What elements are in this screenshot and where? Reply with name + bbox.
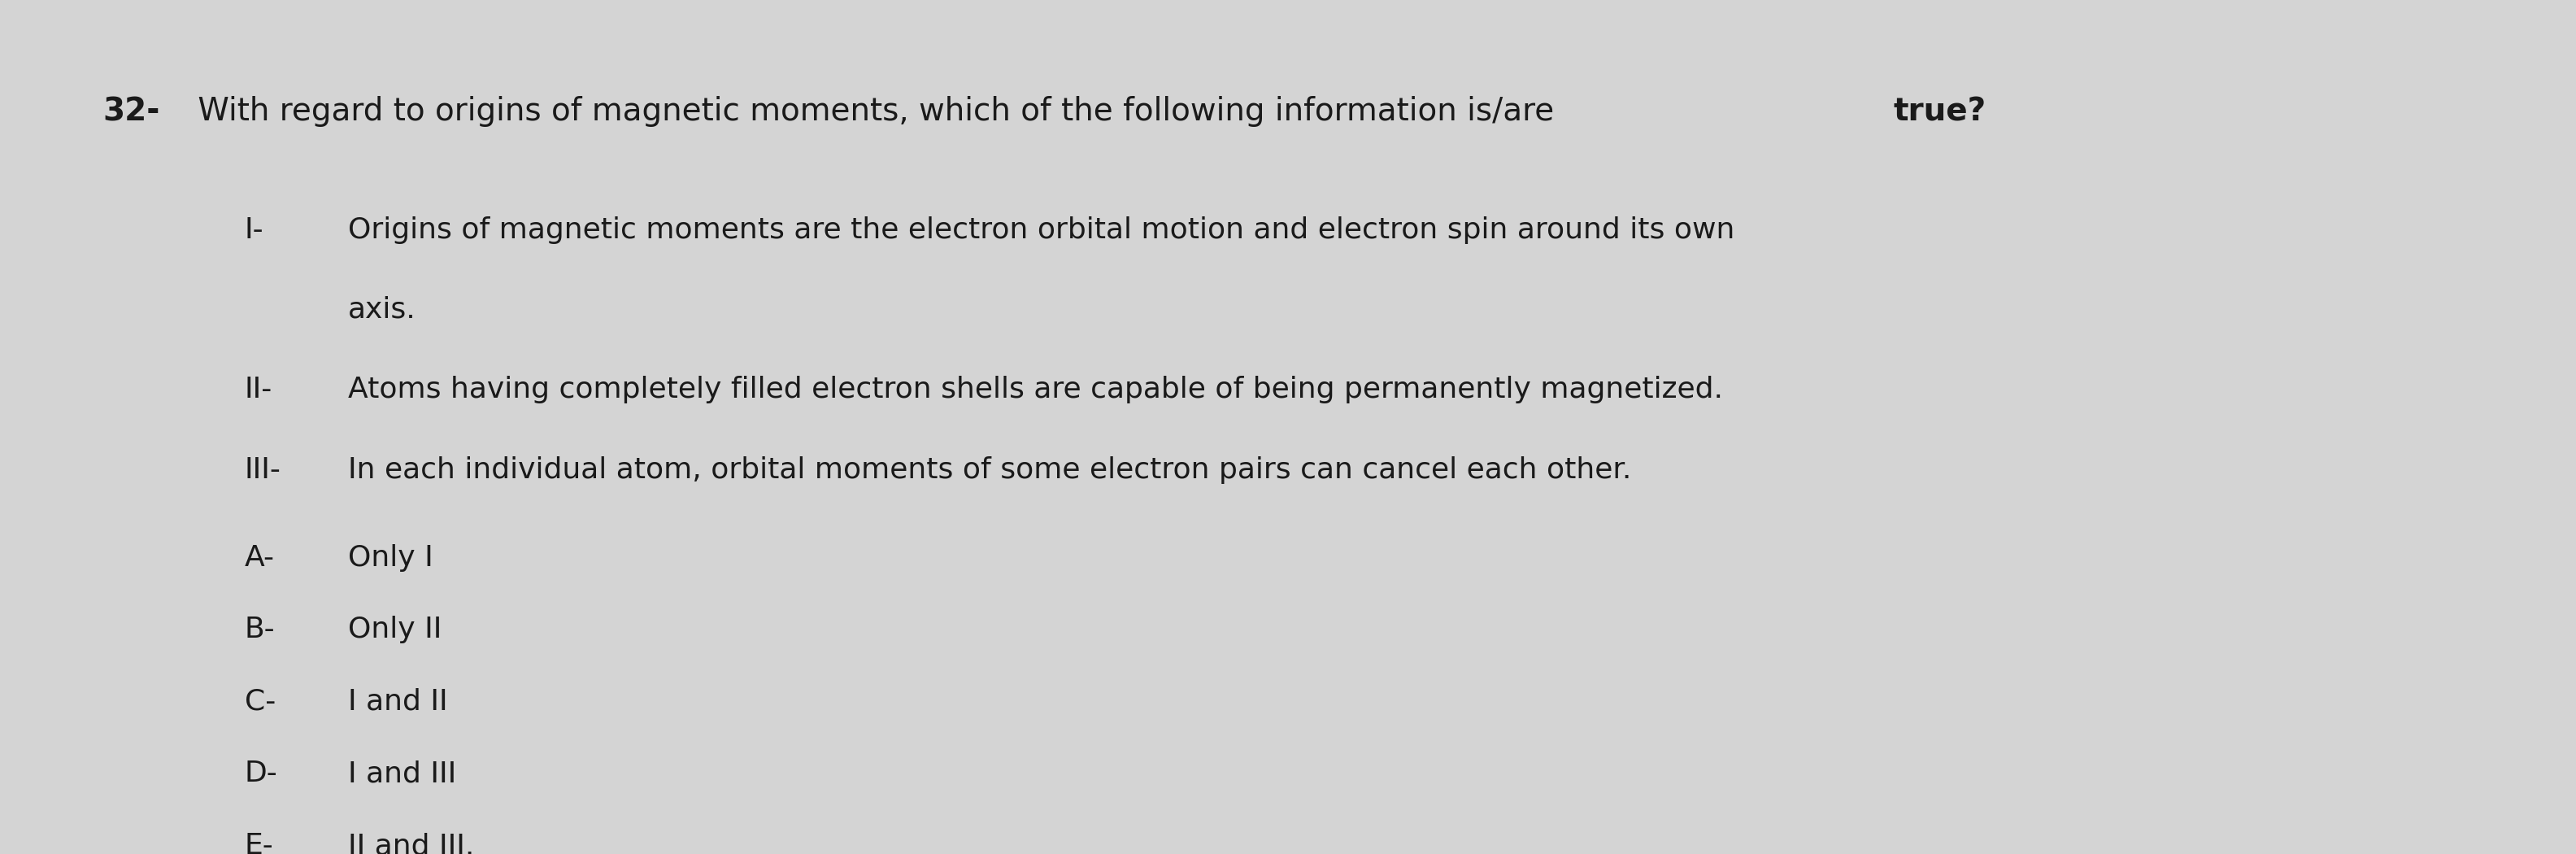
Text: II-: II- [245, 376, 273, 404]
Text: C-: C- [245, 688, 276, 716]
Text: B-: B- [245, 616, 276, 644]
Text: II and III.: II and III. [348, 832, 474, 854]
Text: Atoms having completely filled electron shells are capable of being permanently : Atoms having completely filled electron … [348, 376, 1723, 404]
Text: A-: A- [245, 544, 276, 571]
Text: I and II: I and II [348, 688, 448, 716]
Text: I-: I- [245, 216, 263, 243]
Text: axis.: axis. [348, 296, 415, 324]
Text: D-: D- [245, 760, 278, 787]
Text: Only II: Only II [348, 616, 440, 644]
Text: In each individual atom, orbital moments of some electron pairs can cancel each : In each individual atom, orbital moments… [348, 456, 1631, 483]
Text: Only I: Only I [348, 544, 433, 571]
Text: With regard to origins of magnetic moments, which of the following information i: With regard to origins of magnetic momen… [188, 96, 1564, 127]
Text: E-: E- [245, 832, 273, 854]
Text: 32-: 32- [103, 96, 160, 127]
Text: I and III: I and III [348, 760, 456, 787]
Text: true?: true? [1893, 96, 1986, 127]
Text: Origins of magnetic moments are the electron orbital motion and electron spin ar: Origins of magnetic moments are the elec… [348, 216, 1734, 243]
Text: III-: III- [245, 456, 281, 483]
